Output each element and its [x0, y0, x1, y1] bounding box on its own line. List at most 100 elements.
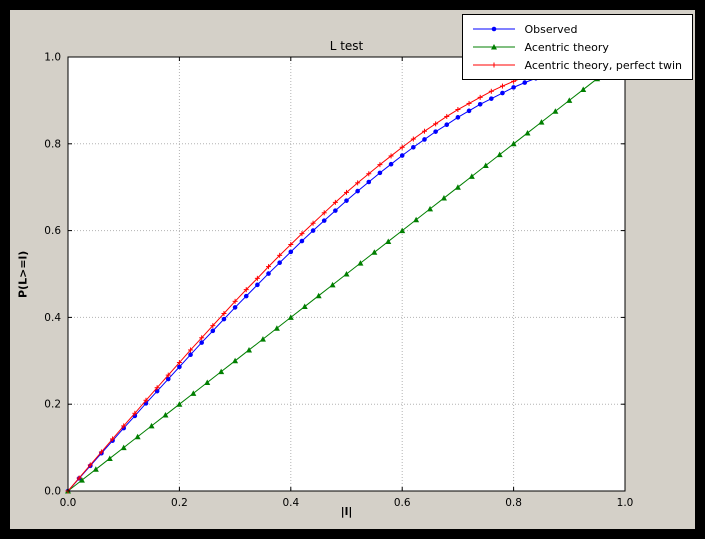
- data-point-marker: [440, 195, 447, 201]
- x-tick-label: 0.2: [171, 497, 188, 509]
- data-point-marker: [510, 140, 517, 147]
- data-point-marker: [246, 346, 253, 353]
- data-point-marker: [366, 179, 372, 185]
- data-point-marker: [411, 144, 416, 150]
- data-point-marker: [355, 188, 360, 194]
- data-point-marker: [333, 208, 338, 213]
- y-tick-label: 0.4: [44, 312, 61, 324]
- data-point-marker: [165, 376, 171, 382]
- data-point-marker: [580, 86, 587, 93]
- data-point-marker: [524, 129, 531, 136]
- data-point-marker: [427, 205, 434, 212]
- legend-item: Observed: [471, 20, 682, 38]
- y-tick-label: 0.6: [44, 225, 61, 237]
- data-point-marker: [377, 170, 383, 176]
- data-point-marker: [243, 293, 249, 299]
- data-point-marker: [177, 364, 182, 370]
- data-point-marker: [468, 173, 475, 179]
- data-point-marker: [329, 281, 336, 288]
- data-point-marker: [511, 85, 516, 90]
- data-point-marker: [454, 184, 461, 190]
- data-point-marker: [321, 218, 327, 223]
- data-point-marker: [552, 108, 559, 114]
- axes-border: [67, 56, 626, 492]
- data-point-marker: [78, 477, 85, 483]
- data-point-marker: [154, 388, 160, 394]
- data-point-marker: [232, 305, 238, 310]
- data-point-marker: [210, 328, 216, 334]
- data-point-marker: [221, 316, 227, 322]
- data-point-marker: [371, 249, 378, 255]
- data-point-marker: [343, 271, 350, 277]
- data-point-marker: [299, 238, 305, 244]
- data-point-marker: [199, 340, 204, 345]
- y-tick-label: 0.0: [44, 486, 61, 498]
- data-point-marker: [310, 228, 316, 233]
- data-point-marker: [477, 102, 483, 107]
- data-point-marker: [455, 115, 461, 120]
- series-acentric-theory-perfect-twin: [65, 66, 550, 494]
- data-point-marker: [277, 260, 282, 266]
- x-tick-label: 0.8: [505, 497, 522, 509]
- x-tick-label: 0.4: [282, 497, 299, 509]
- legend-line-sample: [472, 26, 515, 32]
- x-axis-label: |l|: [340, 505, 353, 518]
- legend: Observed Acentric theory Acentric theory, …: [461, 14, 693, 80]
- data-point-marker: [120, 444, 127, 451]
- data-point-marker: [288, 249, 294, 255]
- data-point-marker: [466, 108, 472, 114]
- x-tick-label: 0.6: [394, 497, 411, 509]
- data-point-marker: [134, 433, 141, 440]
- y-tick-label: 0.2: [44, 399, 61, 411]
- data-point-marker: [148, 422, 155, 429]
- data-point-marker: [255, 282, 260, 288]
- x-tick-labels: 0.0 0.2 0.4 0.6 0.8 1.0: [60, 497, 634, 509]
- data-point-marker: [106, 455, 113, 461]
- data-point-marker: [489, 96, 494, 101]
- data-point-marker: [433, 129, 438, 134]
- data-point-marker: [399, 153, 405, 158]
- data-point-marker: [287, 314, 294, 320]
- data-point-marker: [388, 161, 394, 167]
- series-line: [67, 68, 548, 492]
- data-point-marker: [232, 357, 239, 364]
- data-point-marker: [399, 227, 406, 234]
- legend-line-sample: [472, 44, 515, 50]
- data-point-marker: [522, 80, 528, 85]
- series-acentric-theory: [65, 64, 615, 494]
- data-point-marker: [482, 162, 489, 168]
- x-tick-label: 0.0: [60, 497, 77, 509]
- y-tick-labels: 0.0 0.2 0.4 0.6 0.8 1.0: [44, 52, 61, 498]
- legend-item: Acentric theory: [471, 38, 682, 56]
- data-point-marker: [566, 97, 573, 103]
- data-point-marker: [500, 90, 505, 96]
- data-point-marker: [357, 260, 364, 266]
- legend-label: Acentric theory: [524, 40, 609, 54]
- data-point-marker: [218, 368, 225, 375]
- data-point-marker: [385, 238, 392, 244]
- y-tick-label: 1.0: [44, 52, 61, 64]
- data-point-marker: [176, 401, 183, 407]
- legend-label: Acentric theory, perfect twin: [524, 58, 682, 72]
- y-axis-label: P(L>=l): [16, 250, 30, 298]
- data-point-marker: [538, 119, 545, 125]
- data-point-marker: [190, 390, 197, 396]
- x-tick-label: 1.0: [617, 497, 634, 509]
- chart-title: L test: [329, 39, 364, 53]
- plot-area: 0.0 0.2 0.4 0.6 0.8 1.0 0.0 0.2 0.4 0.6 0.8 1.0: [44, 52, 634, 510]
- data-point-marker: [422, 137, 427, 142]
- data-point-marker: [162, 412, 169, 418]
- figure-canvas: 0.0 0.2 0.4 0.6 0.8 1.0 0.0 0.2 0.4 0.6 0.8 1.0 L t…: [10, 10, 695, 529]
- data-point-marker: [266, 271, 271, 276]
- data-point-marker: [315, 292, 322, 299]
- data-point-marker: [273, 325, 280, 331]
- data-point-marker: [92, 466, 99, 472]
- data-point-marker: [301, 303, 308, 310]
- data-point-marker: [259, 336, 266, 342]
- data-point-marker: [188, 352, 193, 358]
- data-point-marker: [344, 198, 349, 203]
- legend-line-sample: [472, 62, 515, 68]
- y-tick-label: 0.8: [44, 138, 61, 150]
- data-point-marker: [496, 151, 503, 158]
- data-point-marker: [204, 379, 211, 385]
